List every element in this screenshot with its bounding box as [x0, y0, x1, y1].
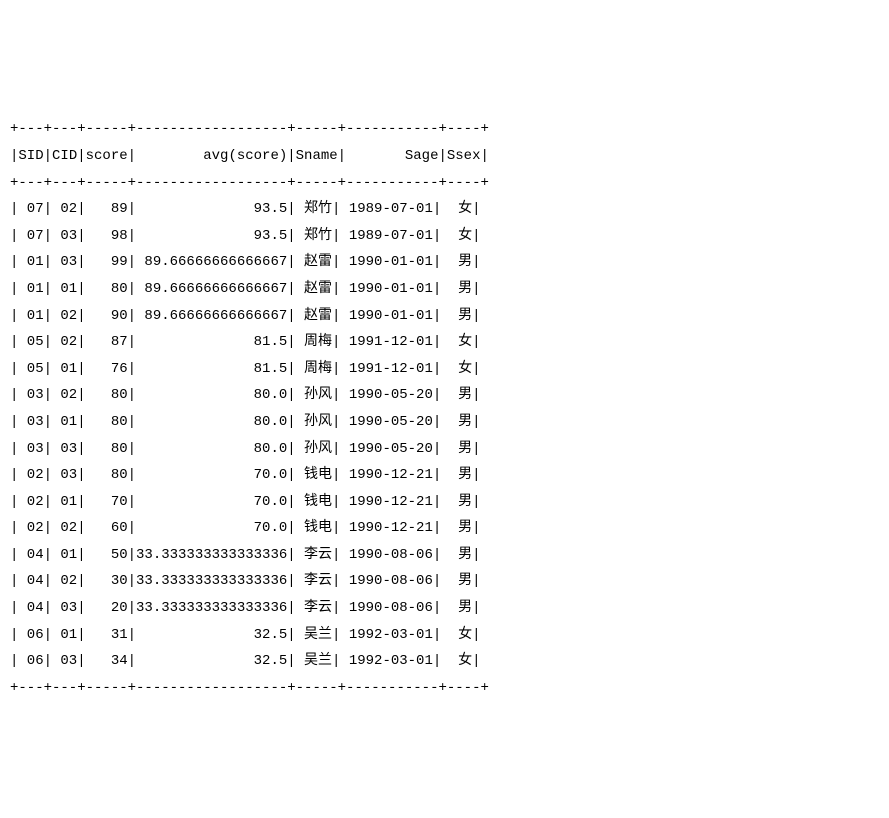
table-row: | 04| 01| 50|33.333333333333336| 李云| 199…: [10, 542, 489, 569]
table-row: | 02| 01| 70| 70.0| 钱电| 1990-12-21| 男|: [10, 489, 489, 516]
table-row: | 06| 01| 31| 32.5| 吴兰| 1992-03-01| 女|: [10, 622, 489, 649]
table-row: | 07| 02| 89| 93.5| 郑竹| 1989-07-01| 女|: [10, 196, 489, 223]
header-avg: avg(score): [136, 143, 287, 170]
column-separator: |: [10, 148, 18, 164]
column-separator: |: [438, 148, 446, 164]
table-border-top: +---+---+-----+------------------+-----+…: [10, 116, 489, 143]
table-row: | 03| 02| 80| 80.0| 孙风| 1990-05-20| 男|: [10, 382, 489, 409]
table-row: | 04| 03| 20|33.333333333333336| 李云| 199…: [10, 595, 489, 622]
table-row: | 05| 02| 87| 81.5| 周梅| 1991-12-01| 女|: [10, 329, 489, 356]
column-separator: |: [44, 148, 52, 164]
column-separator: |: [480, 148, 488, 164]
table-row: | 01| 03| 99| 89.66666666666667| 赵雷| 199…: [10, 249, 489, 276]
table-row: | 01| 01| 80| 89.66666666666667| 赵雷| 199…: [10, 276, 489, 303]
table-row: | 05| 01| 76| 81.5| 周梅| 1991-12-01| 女|: [10, 356, 489, 383]
table-row: | 07| 03| 98| 93.5| 郑竹| 1989-07-01| 女|: [10, 223, 489, 250]
header-sage: Sage: [346, 143, 438, 170]
column-separator: |: [287, 148, 295, 164]
header-ssex: Ssex: [447, 143, 481, 170]
column-separator: |: [128, 148, 136, 164]
header-sname: Sname: [296, 143, 338, 170]
column-separator: |: [338, 148, 346, 164]
table-row: | 04| 02| 30|33.333333333333336| 李云| 199…: [10, 568, 489, 595]
header-cid: CID: [52, 143, 77, 170]
table-row: | 02| 02| 60| 70.0| 钱电| 1990-12-21| 男|: [10, 515, 489, 542]
table-row: | 03| 03| 80| 80.0| 孙风| 1990-05-20| 男|: [10, 436, 489, 463]
table-header-row: |SID|CID|score| avg(score)|Sname| Sage|S…: [10, 143, 489, 170]
table-border-bottom: +---+---+-----+------------------+-----+…: [10, 675, 489, 702]
column-separator: |: [77, 148, 85, 164]
table-row: | 06| 03| 34| 32.5| 吴兰| 1992-03-01| 女|: [10, 648, 489, 675]
table-row: | 02| 03| 80| 70.0| 钱电| 1990-12-21| 男|: [10, 462, 489, 489]
header-score: score: [86, 143, 128, 170]
table-row: | 03| 01| 80| 80.0| 孙风| 1990-05-20| 男|: [10, 409, 489, 436]
table-body: | 07| 02| 89| 93.5| 郑竹| 1989-07-01| 女|| …: [10, 196, 489, 675]
table-border-header: +---+---+-----+------------------+-----+…: [10, 170, 489, 197]
header-sid: SID: [18, 143, 43, 170]
sql-result-table: +---+---+-----+------------------+-----+…: [10, 116, 489, 701]
table-row: | 01| 02| 90| 89.66666666666667| 赵雷| 199…: [10, 303, 489, 330]
